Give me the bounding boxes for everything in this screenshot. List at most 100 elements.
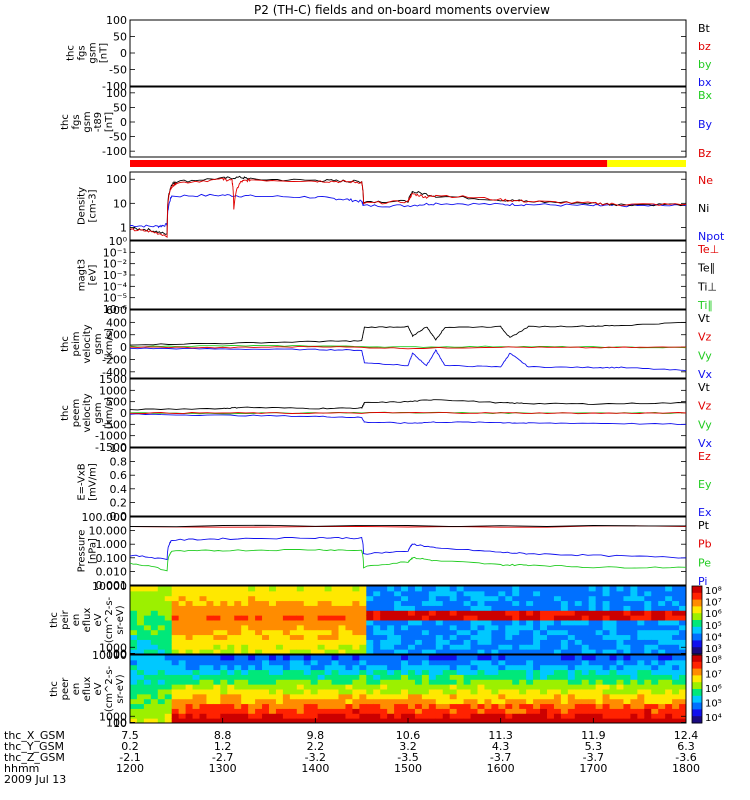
spectrogram-cell: [192, 674, 200, 680]
y-axis-label: thc: [60, 336, 71, 352]
spectrogram-cell: [512, 615, 520, 621]
spectrogram-cell: [651, 624, 659, 631]
spectrogram-cell: [665, 649, 673, 655]
spectrogram-cell: [484, 644, 492, 650]
spectrogram-cell: [553, 629, 562, 636]
spectrogram-cell: [658, 644, 666, 650]
spectrogram-cell: [470, 639, 478, 645]
spectrogram-cell: [491, 600, 499, 606]
spectrogram-cell: [581, 674, 590, 680]
spectrogram-cell: [519, 689, 527, 695]
spectrogram-cell: [651, 586, 659, 592]
spectrogram-cell: [241, 708, 249, 714]
spectrogram-cell: [359, 655, 367, 661]
spectrogram-cell: [387, 718, 395, 724]
spectrogram-cell: [553, 664, 562, 671]
spectrogram-cell: [185, 698, 194, 705]
spectrogram-cell: [665, 655, 673, 661]
spectrogram-cell: [463, 698, 472, 705]
spectrogram-cell: [567, 644, 576, 650]
spectrogram-cell: [533, 693, 541, 700]
spectrogram-cell: [408, 698, 416, 705]
spectrogram-cell: [616, 610, 624, 616]
spectrogram-cell: [435, 649, 444, 655]
spectrogram-cell: [470, 718, 478, 724]
spectrogram-cell: [442, 713, 451, 719]
spectrogram-cell: [394, 605, 402, 611]
colorbar-frame: [691, 654, 703, 724]
spectrogram-cell: [609, 679, 617, 685]
spectrogram-cell: [463, 629, 472, 636]
spectrogram-cell: [130, 605, 138, 611]
spectrogram-cell: [498, 649, 506, 655]
spectrogram-cell: [553, 684, 562, 690]
spectrogram-cell: [289, 634, 298, 640]
spectrogram-cell: [366, 669, 374, 675]
spectrogram-cell: [470, 689, 478, 695]
spectrogram-cell: [644, 629, 652, 636]
spectrogram-cell: [255, 600, 263, 606]
spectrogram-cell: [644, 595, 652, 602]
spectrogram-cell: [651, 644, 659, 650]
spectrogram-cell: [560, 664, 569, 671]
spectrogram-cell: [588, 674, 597, 680]
spectrogram-cell: [442, 659, 451, 666]
spectrogram-cell: [171, 655, 180, 661]
spectrogram-cell: [567, 586, 576, 592]
y-tick-label: 1000: [99, 710, 127, 723]
spectrogram-cell: [338, 718, 346, 724]
spectrogram-cell: [150, 713, 159, 719]
spectrogram-cell: [303, 674, 312, 680]
spectrogram-cell: [540, 718, 548, 724]
spectrogram-cell: [269, 708, 277, 714]
spectrogram-cell: [143, 644, 152, 650]
colorbar-swatch: [692, 655, 702, 663]
spectrogram-cell: [644, 605, 652, 611]
spectrogram-cell: [296, 684, 305, 690]
spectrogram-cell: [269, 620, 277, 626]
spectrogram-cell: [658, 698, 666, 705]
spectrogram-cell: [241, 693, 249, 700]
spectrogram-cell: [567, 718, 576, 724]
spectrogram-cell: [498, 595, 506, 602]
series-line: [129, 536, 687, 561]
spectrogram-cell: [220, 718, 228, 724]
spectrogram-cell: [164, 649, 173, 655]
spectrogram-cell: [463, 679, 472, 685]
spectrogram-cell: [526, 703, 534, 709]
spectrogram-cell: [136, 600, 145, 606]
spectrogram-cell: [206, 644, 214, 650]
spectrogram-cell: [658, 629, 666, 636]
spectrogram-cell: [130, 634, 138, 640]
spectrogram-cell: [512, 718, 520, 724]
y-tick-label: -500: [102, 418, 127, 431]
spectrogram-cell: [380, 605, 388, 611]
spectrogram-cell: [213, 605, 221, 611]
x-row-value: -3.7: [583, 751, 604, 764]
spectrogram-cell: [609, 669, 617, 675]
spectrogram-cell: [331, 689, 339, 695]
spectrogram-cell: [178, 586, 187, 592]
spectrogram-cell: [262, 639, 270, 645]
spectrogram-cell: [623, 644, 631, 650]
spectrogram-cell: [616, 693, 624, 700]
spectrogram-cell: [553, 649, 562, 655]
y-axis-label: -t89: [93, 112, 104, 132]
spectrogram-cell: [199, 634, 207, 640]
spectrogram-cell: [602, 586, 611, 592]
spectrogram-cell: [199, 679, 207, 685]
spectrogram-cell: [352, 620, 360, 626]
spectrogram-cell: [526, 684, 534, 690]
spectrogram-cell: [484, 590, 492, 597]
spectrogram-cell: [206, 679, 214, 685]
spectrogram-cell: [338, 605, 346, 611]
spectrogram-cell: [394, 689, 402, 695]
spectrogram-cell: [533, 586, 541, 592]
spectrogram-cell: [401, 644, 409, 650]
spectrogram-cell: [338, 620, 346, 626]
spectrogram-cell: [408, 615, 416, 621]
spectrogram-cell: [262, 586, 270, 592]
spectrogram-cell: [192, 684, 200, 690]
spectrogram-cell: [255, 610, 263, 616]
spectrogram-cell: [623, 610, 631, 616]
